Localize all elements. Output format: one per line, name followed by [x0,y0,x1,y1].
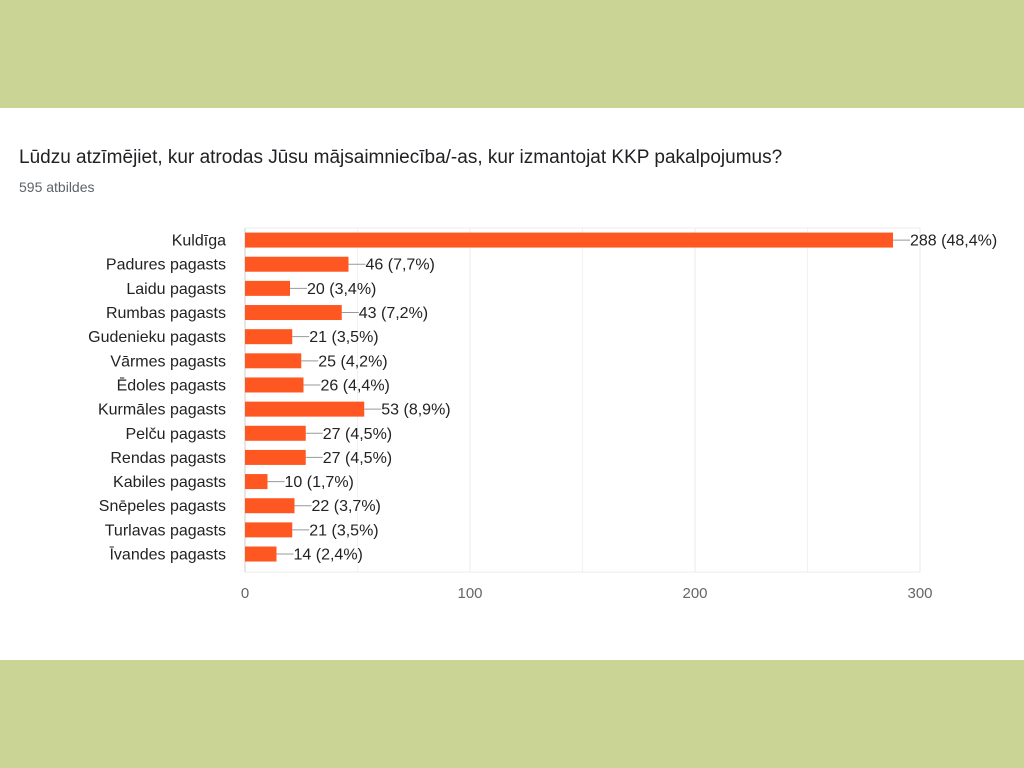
bar [245,256,349,272]
category-label: Turlavas pagasts [105,522,226,539]
data-label: 27 (4,5%) [323,426,392,443]
bar [245,425,306,441]
bar [245,305,342,321]
response-count: 595 atbildes [19,179,95,195]
category-label: Vārmes pagasts [110,353,226,370]
bar [245,280,290,296]
data-label: 22 (3,7%) [312,498,381,515]
data-label: 43 (7,2%) [359,305,428,322]
bar [245,329,293,345]
x-tick-label: 100 [457,585,482,602]
bar-chart: 0 100 200 300 Kuldīga 288 (48,4%) Padures paga… [88,227,997,602]
data-label: 26 (4,4%) [321,377,390,394]
data-label: 25 (4,2%) [318,353,387,370]
bar [245,449,306,465]
bar [245,474,268,490]
data-label: 21 (3,5%) [309,329,378,346]
bottom-background-band [0,660,1024,768]
bar [245,377,304,393]
category-label: Kabiles pagasts [113,474,226,491]
data-label: 21 (3,5%) [309,522,378,539]
category-label: Īvandes pagasts [109,546,226,564]
category-label: Snēpeles pagasts [99,498,226,515]
category-label: Ēdoles pagasts [117,376,226,394]
category-label: Rendas pagasts [110,450,226,467]
data-label: 46 (7,7%) [366,257,435,274]
top-background-band [0,0,1024,108]
bar [245,401,365,417]
category-label: Pelču pagasts [125,426,226,443]
data-label: 27 (4,5%) [323,450,392,467]
category-label: Laidu pagasts [126,281,226,298]
data-label: 288 (48,4%) [910,233,997,250]
data-label: 10 (1,7%) [285,474,354,491]
bar [245,353,302,369]
x-tick-label: 0 [241,585,249,602]
data-label: 20 (3,4%) [307,281,376,298]
data-label: 53 (8,9%) [381,402,450,419]
category-label: Kurmāles pagasts [98,402,226,419]
category-label: Rumbas pagasts [106,305,226,322]
bar [245,546,277,562]
chart-panel [0,108,1024,660]
category-label: Kuldīga [172,233,226,250]
category-label: Padures pagasts [106,257,226,274]
bar [245,498,295,514]
x-tick-label: 200 [682,585,707,602]
bar [245,522,293,538]
category-label: Gudenieku pagasts [88,329,226,346]
question-title: Lūdzu atzīmējiet, kur atrodas Jūsu mājsa… [19,147,783,168]
bar [245,232,893,248]
data-label: 14 (2,4%) [294,547,363,564]
x-tick-label: 300 [907,585,932,602]
